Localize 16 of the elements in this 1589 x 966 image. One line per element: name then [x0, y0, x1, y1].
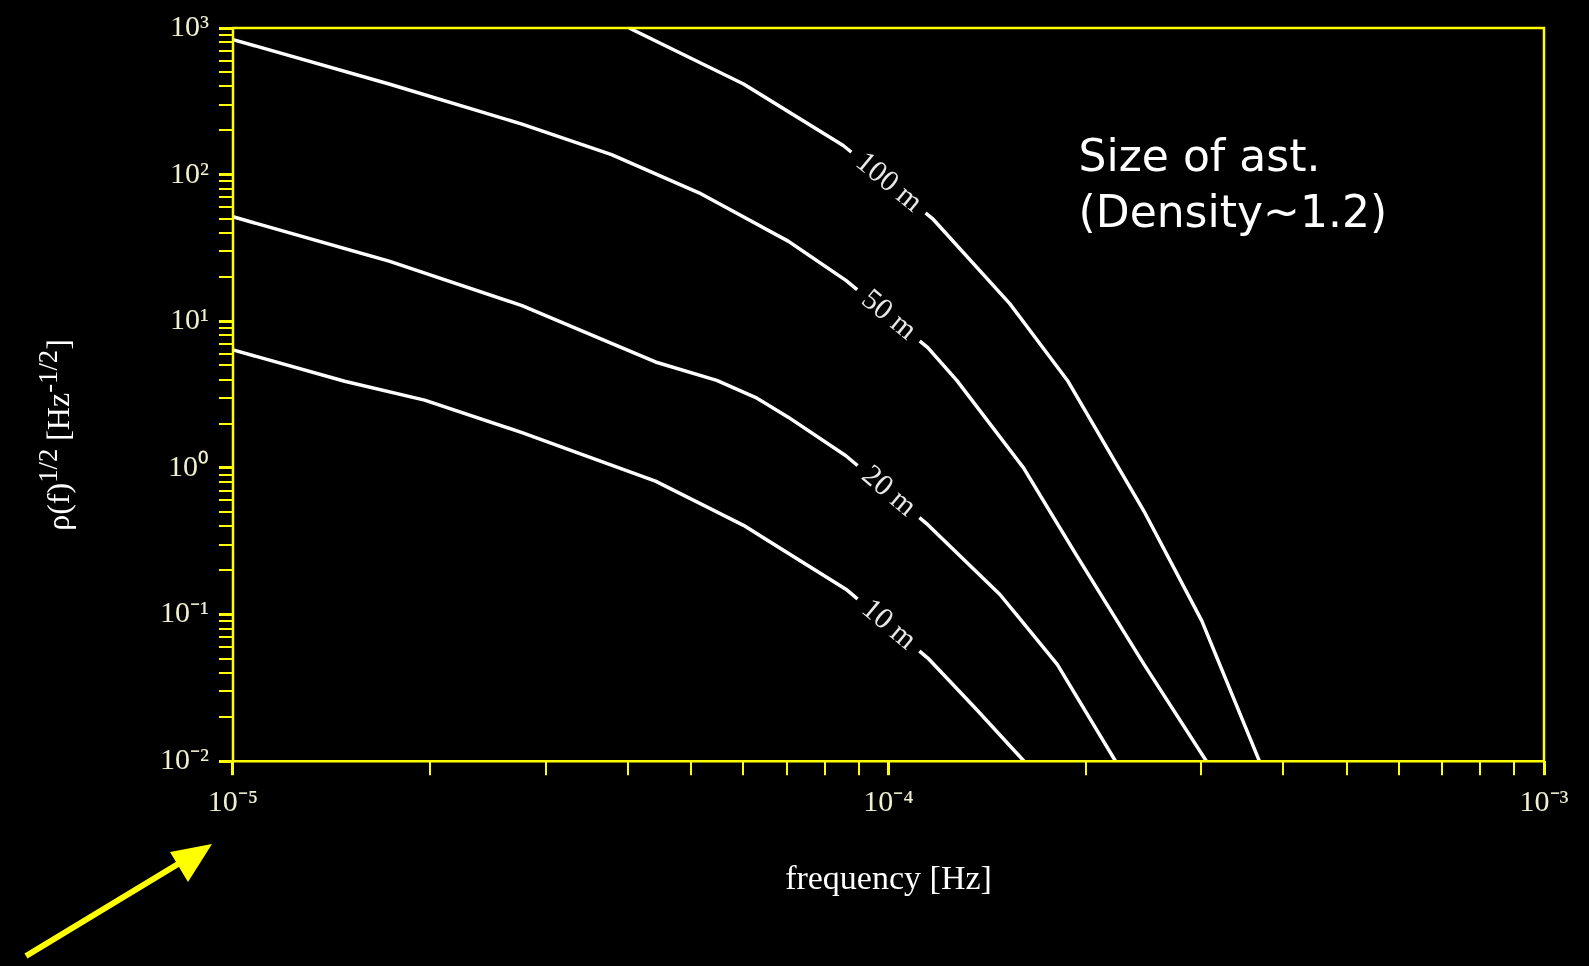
- y-tick-label: 10⁻²: [159, 742, 209, 776]
- x-tick-label: 10⁻³: [1519, 784, 1569, 818]
- x-tick-label: 10⁻⁵: [207, 784, 259, 818]
- y-tick-label: 10⁰: [167, 448, 209, 482]
- annotation: (Density~1.2): [1078, 186, 1388, 238]
- x-axis-title: frequency [Hz]: [785, 858, 992, 896]
- text: 20 m: [856, 457, 925, 522]
- text: 10 m: [856, 590, 925, 656]
- text: 50 m: [856, 281, 925, 346]
- y-tick-label: 10⁻¹: [159, 595, 209, 629]
- annotation: Size of ast.: [1078, 130, 1321, 182]
- y-tick-label: 10³: [169, 8, 209, 42]
- y-tick-label: 10¹: [169, 302, 209, 336]
- y-tick-label: 10²: [169, 155, 209, 189]
- x-tick-label: 10⁻⁴: [863, 784, 914, 818]
- text: 100 m: [850, 143, 930, 218]
